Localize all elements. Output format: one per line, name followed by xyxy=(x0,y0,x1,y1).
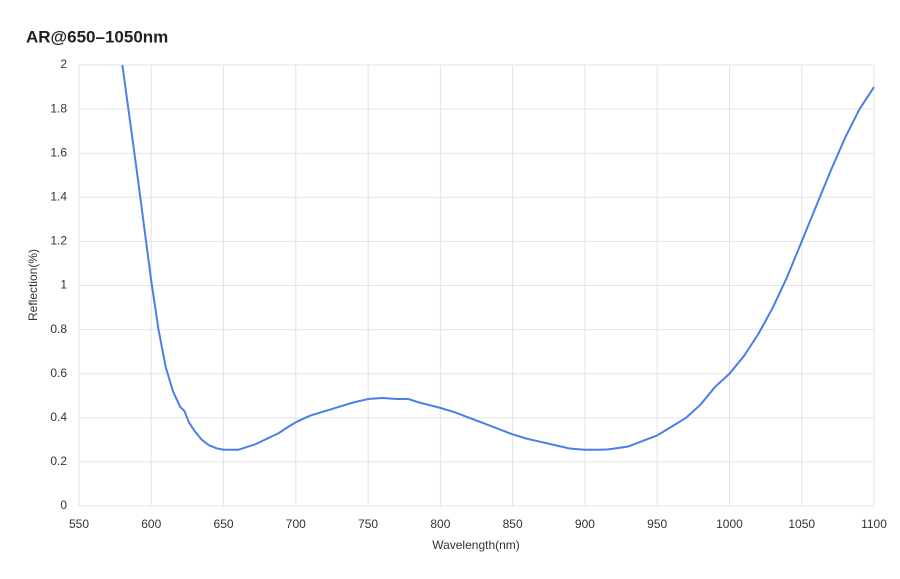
x-tick-label: 850 xyxy=(503,517,523,531)
y-tick-label: 1.2 xyxy=(50,234,67,248)
x-tick-label: 550 xyxy=(69,517,89,531)
data-line xyxy=(121,64,875,451)
x-tick-label: 750 xyxy=(358,517,378,531)
y-axis-label: Reflection(%) xyxy=(26,249,40,321)
x-tick-label: 1100 xyxy=(861,517,887,531)
x-tick-label: 950 xyxy=(647,517,667,531)
y-tick-label: 0.8 xyxy=(50,322,67,336)
x-tick-label: 1000 xyxy=(716,517,743,531)
y-tick-label: 1.8 xyxy=(50,101,67,115)
y-tick-label: 0.6 xyxy=(50,366,67,380)
y-tick-label: 2 xyxy=(60,57,67,71)
x-tick-label: 700 xyxy=(286,517,306,531)
y-tick-label: 0.4 xyxy=(50,410,67,424)
y-tick-label: 1.4 xyxy=(50,189,67,203)
y-tick-label: 1.6 xyxy=(50,145,67,159)
x-tick-label: 600 xyxy=(141,517,161,531)
y-tick-label: 0.2 xyxy=(50,454,67,468)
x-tick-label: 800 xyxy=(430,517,450,531)
y-tick-label: 1 xyxy=(60,278,67,292)
x-axis-label: Wavelength(nm) xyxy=(432,538,520,552)
x-tick-label: 900 xyxy=(575,517,595,531)
chart-title: AR@650–1050nm xyxy=(26,27,168,46)
x-tick-label: 650 xyxy=(214,517,234,531)
y-tick-label: 0 xyxy=(60,498,67,512)
x-tick-label: 1050 xyxy=(788,517,815,531)
